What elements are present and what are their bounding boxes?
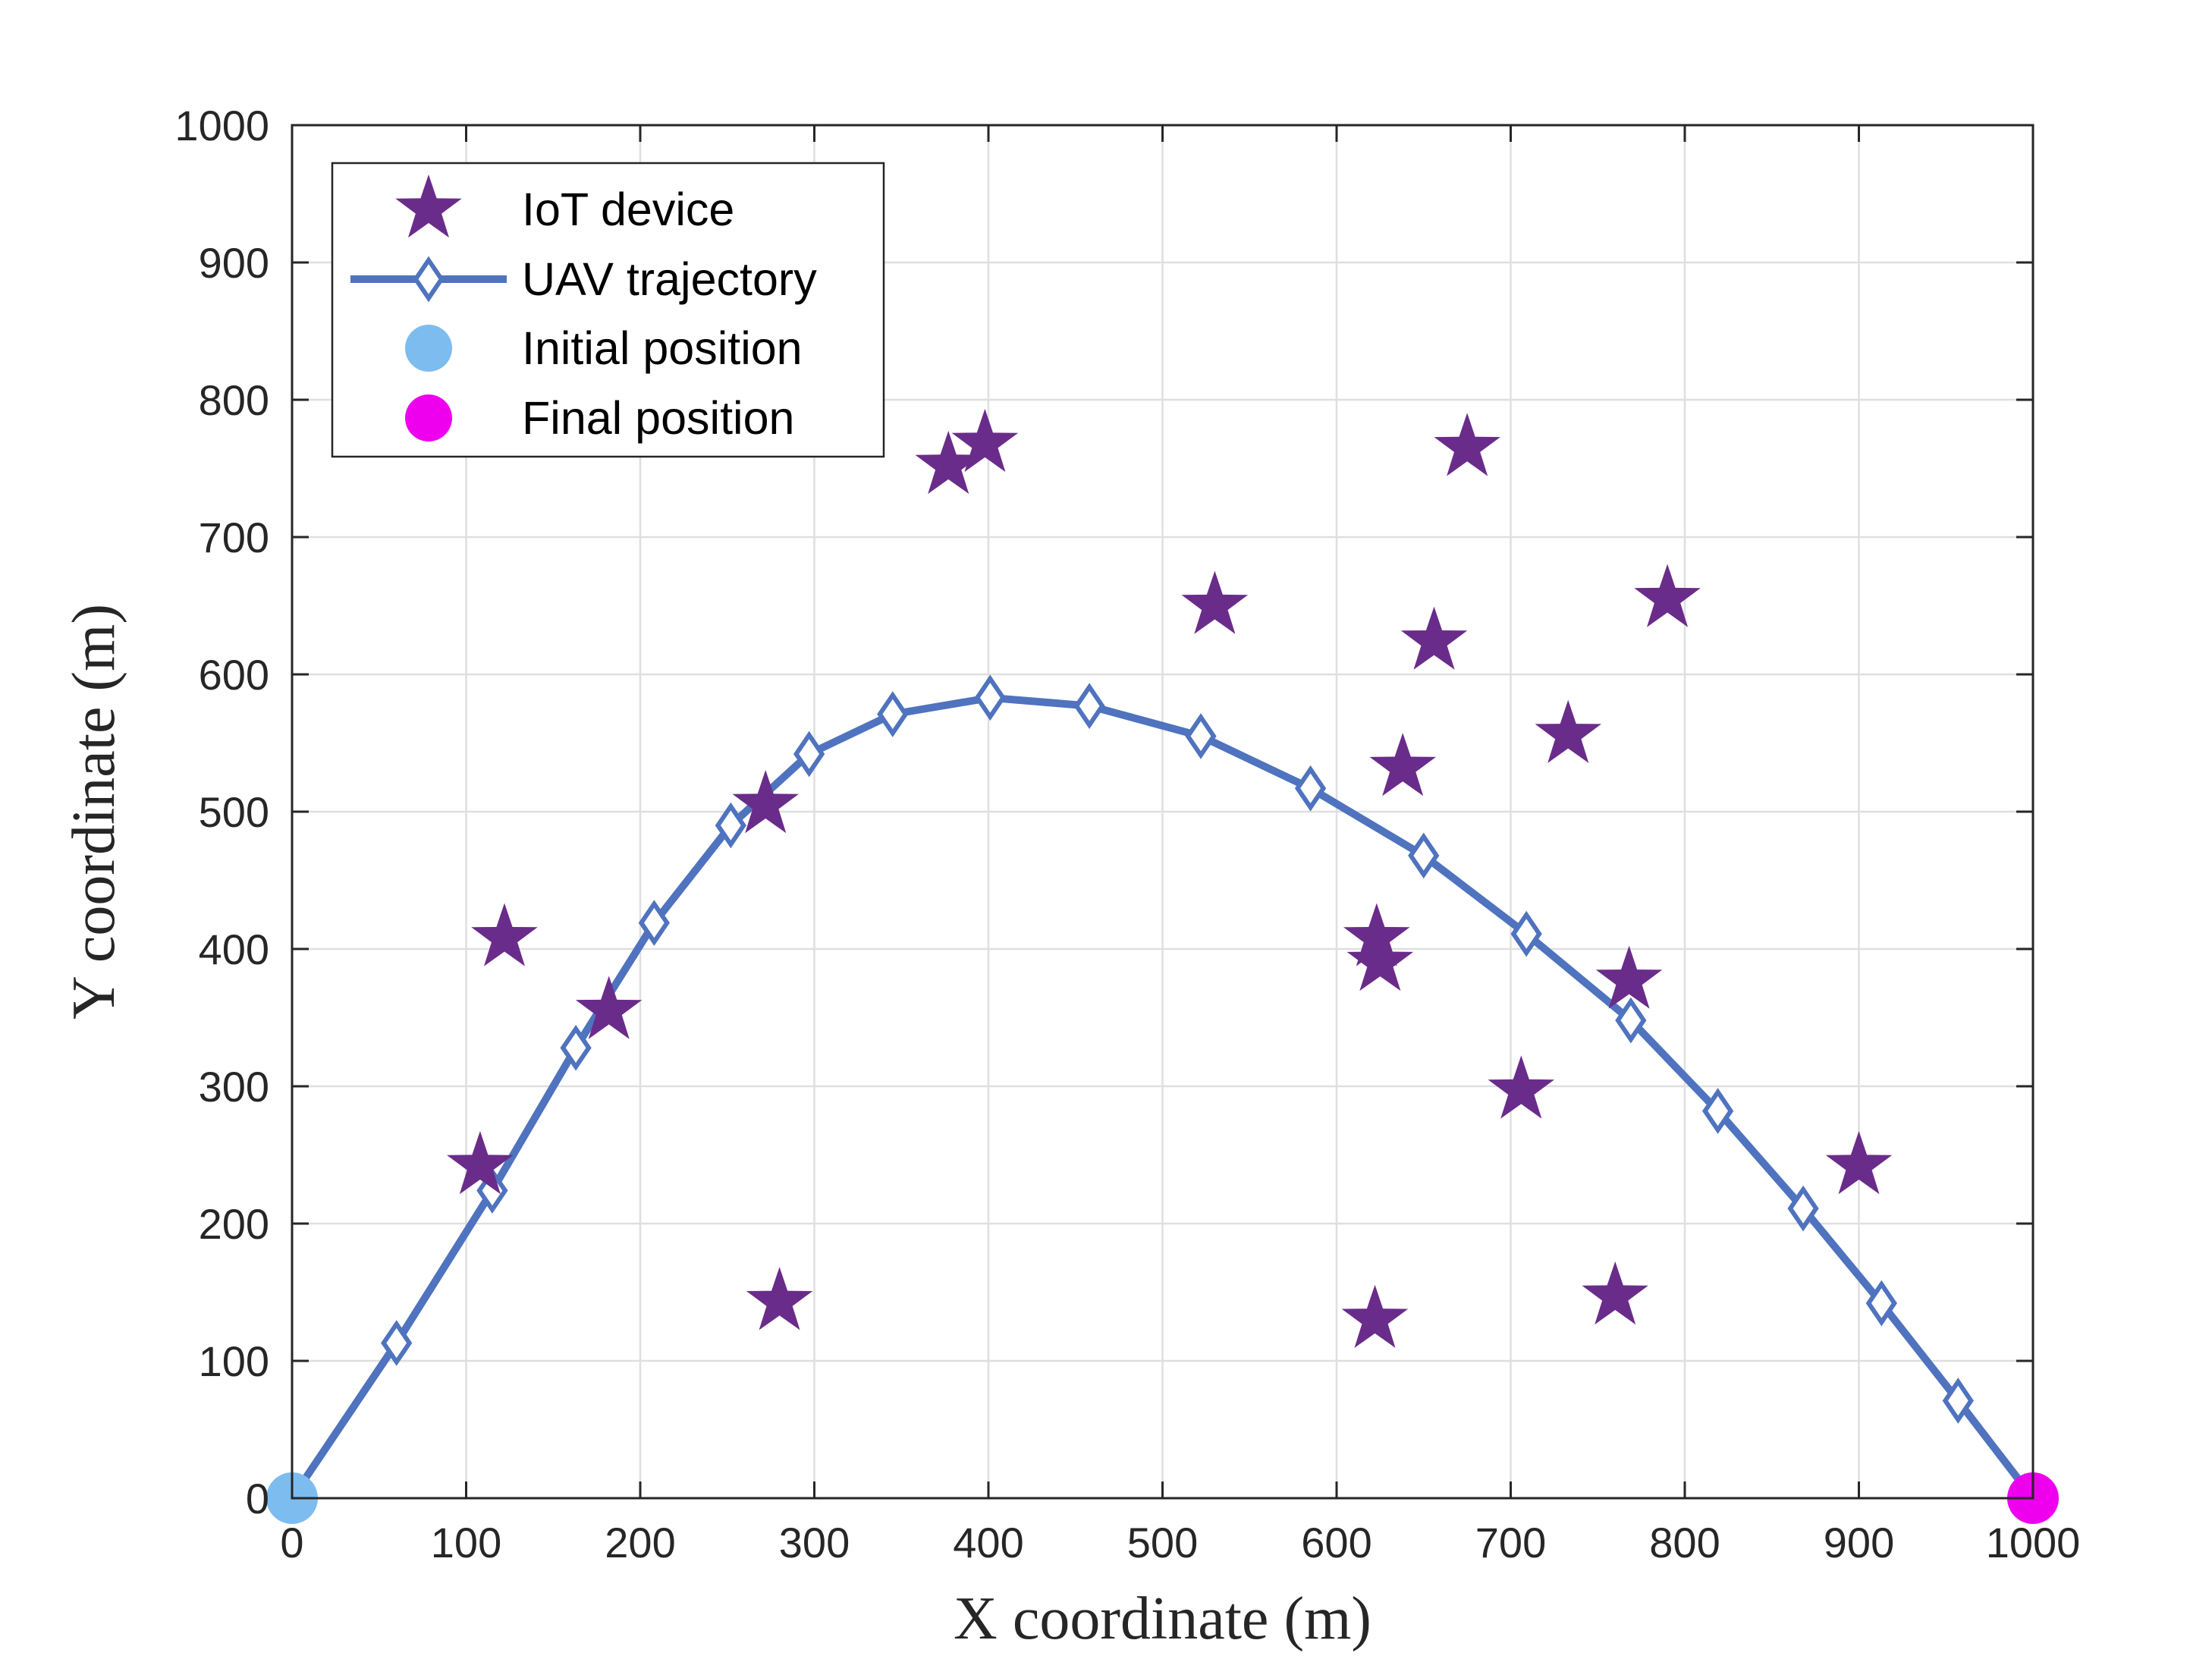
iot-device-point: [746, 1267, 813, 1331]
y-tick-label: 200: [199, 1200, 269, 1248]
y-tick-label: 800: [199, 376, 269, 424]
iot-device-point: [1488, 1055, 1554, 1119]
iot-device-point: [732, 770, 799, 834]
trajectory-point: [1942, 1378, 1974, 1424]
x-tick-label: 300: [779, 1519, 850, 1566]
legend-star-icon: [395, 174, 462, 238]
trajectory-line: [288, 693, 2036, 1501]
iot-device-point: [951, 408, 1019, 473]
iot-device-point: [915, 430, 982, 495]
trajectory-point: [793, 731, 825, 778]
legend-item: Initial position: [405, 322, 803, 374]
trajectory-point: [638, 900, 670, 946]
legend-label: Initial position: [522, 322, 803, 374]
y-tick-label: 400: [199, 925, 269, 973]
x-tick-label: 0: [280, 1519, 303, 1566]
x-tick-label: 1000: [1986, 1519, 2081, 1566]
y-tick-label: 900: [199, 239, 269, 287]
iot-device-point: [1434, 413, 1500, 476]
x-tick-label: 100: [431, 1519, 501, 1566]
legend-circle-icon: [405, 325, 452, 372]
trajectory-point: [1294, 765, 1327, 812]
trajectory-point: [1701, 1088, 1734, 1134]
trajectory-point: [1615, 997, 1647, 1044]
iot-device-point: [1535, 699, 1601, 763]
legend-item: IoT device: [395, 174, 734, 238]
y-axis-label: Y coordinate (m): [61, 604, 127, 1020]
iot-device-point: [1369, 733, 1436, 797]
trajectory-point: [1073, 683, 1105, 729]
legend-label: UAV trajectory: [522, 253, 817, 305]
iot-device-point: [1400, 606, 1468, 670]
ticks: [291, 124, 2034, 1500]
y-tick-label: 600: [199, 651, 269, 699]
legend-diamond-icon: [413, 256, 445, 303]
x-tick-label: 700: [1475, 1519, 1546, 1566]
iot-device-point: [1825, 1131, 1893, 1195]
legend-item: UAV trajectory: [350, 253, 817, 305]
x-tick-label: 600: [1301, 1519, 1372, 1566]
y-tick-label: 100: [199, 1337, 269, 1385]
iot-device-point: [1595, 945, 1663, 1009]
iot-device-point: [1343, 903, 1410, 966]
iot-device-point: [471, 903, 538, 966]
y-tick-label: 300: [199, 1063, 269, 1111]
trajectory-point: [974, 674, 1006, 721]
x-tick-label: 500: [1127, 1519, 1198, 1566]
trajectory-point: [560, 1024, 592, 1071]
trajectory-point: [715, 802, 746, 849]
x-axis-label: X coordinate (m): [954, 1585, 1372, 1652]
iot-device-point: [1582, 1261, 1648, 1325]
legend: IoT device UAV trajectory Initial position…: [331, 162, 885, 458]
trajectory-point: [877, 691, 909, 737]
legend-label: IoT device: [522, 184, 734, 235]
y-tick-label: 500: [199, 788, 269, 836]
legend-item: Final position: [405, 392, 794, 444]
trajectory-series: [288, 674, 2036, 1501]
trajectory-point: [1185, 713, 1217, 759]
trajectory-point: [1510, 910, 1542, 957]
iot-device-point: [575, 976, 643, 1039]
x-tick-label: 400: [953, 1519, 1023, 1566]
legend-label: Final position: [522, 392, 794, 444]
tick-labels: 0 100 200 300 400 500 600 700 800 900 1000 0 100 200 3…: [174, 102, 2080, 1566]
trajectory-point: [1865, 1280, 1897, 1327]
trajectory-point: [1787, 1185, 1819, 1232]
iot-device-point: [1341, 1284, 1409, 1348]
x-tick-label: 200: [605, 1519, 675, 1566]
iot-device-point: [1346, 928, 1414, 991]
legend-circle-icon: [405, 394, 452, 441]
iot-device-point: [1634, 564, 1701, 627]
iot-device-point: [447, 1131, 514, 1195]
y-tick-label: 1000: [174, 102, 269, 149]
trajectory-point: [1408, 832, 1440, 879]
iot-series: [447, 408, 1893, 1348]
x-tick-label: 900: [1824, 1519, 1894, 1566]
x-tick-label: 800: [1649, 1519, 1720, 1566]
trajectory-point: [381, 1320, 413, 1366]
iot-device-point: [1181, 570, 1249, 634]
y-tick-label: 0: [246, 1475, 269, 1522]
y-tick-label: 700: [199, 514, 269, 561]
